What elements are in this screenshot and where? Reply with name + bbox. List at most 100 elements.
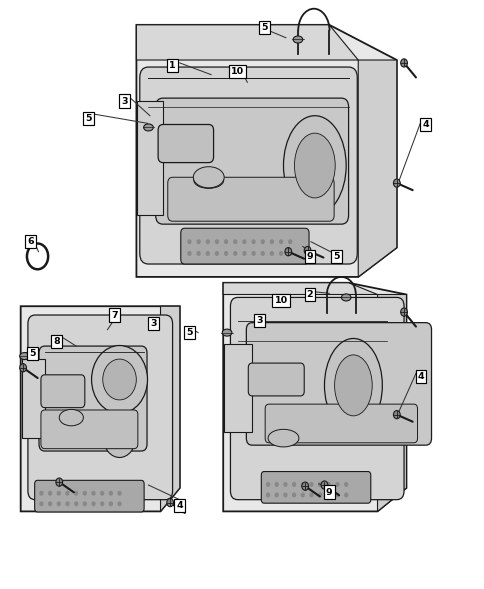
- Text: 5: 5: [333, 252, 339, 261]
- FancyBboxPatch shape: [167, 177, 333, 221]
- Circle shape: [270, 240, 273, 243]
- Circle shape: [103, 359, 136, 400]
- Circle shape: [261, 240, 264, 243]
- Text: 9: 9: [325, 488, 332, 497]
- Text: 2: 2: [306, 290, 313, 299]
- Circle shape: [48, 491, 51, 495]
- FancyBboxPatch shape: [248, 363, 303, 396]
- Circle shape: [266, 493, 269, 497]
- Circle shape: [252, 252, 255, 255]
- Text: 3: 3: [150, 319, 156, 328]
- Circle shape: [284, 482, 286, 486]
- Circle shape: [104, 419, 135, 458]
- Circle shape: [266, 482, 269, 486]
- Polygon shape: [377, 294, 406, 511]
- Circle shape: [233, 240, 236, 243]
- Ellipse shape: [194, 172, 223, 188]
- FancyBboxPatch shape: [34, 481, 144, 512]
- Circle shape: [56, 478, 62, 486]
- Circle shape: [301, 482, 303, 486]
- Polygon shape: [137, 101, 163, 216]
- Text: 4: 4: [176, 501, 183, 510]
- Text: 5: 5: [186, 328, 192, 337]
- FancyBboxPatch shape: [28, 315, 172, 499]
- Polygon shape: [21, 306, 180, 511]
- Circle shape: [91, 346, 147, 413]
- Ellipse shape: [20, 353, 30, 359]
- Circle shape: [335, 482, 338, 486]
- Circle shape: [279, 240, 282, 243]
- FancyBboxPatch shape: [139, 67, 357, 264]
- Circle shape: [252, 240, 255, 243]
- Text: 6: 6: [27, 237, 33, 246]
- Circle shape: [393, 179, 399, 187]
- Ellipse shape: [268, 429, 298, 447]
- Circle shape: [320, 481, 327, 489]
- Circle shape: [206, 240, 209, 243]
- Circle shape: [206, 252, 209, 255]
- Circle shape: [242, 252, 245, 255]
- Ellipse shape: [59, 409, 83, 426]
- Polygon shape: [136, 25, 358, 60]
- Circle shape: [48, 502, 51, 505]
- Circle shape: [318, 493, 321, 497]
- Text: 3: 3: [256, 316, 262, 325]
- Circle shape: [301, 482, 308, 490]
- Polygon shape: [224, 345, 252, 432]
- FancyBboxPatch shape: [39, 346, 147, 451]
- FancyBboxPatch shape: [41, 375, 85, 408]
- Circle shape: [83, 491, 86, 495]
- Circle shape: [284, 493, 286, 497]
- FancyBboxPatch shape: [158, 124, 213, 163]
- Ellipse shape: [294, 133, 334, 198]
- Circle shape: [83, 502, 86, 505]
- Text: 9: 9: [306, 252, 313, 261]
- Text: 1: 1: [169, 61, 176, 70]
- Circle shape: [188, 252, 191, 255]
- Text: 5: 5: [85, 114, 91, 123]
- Circle shape: [275, 493, 278, 497]
- Ellipse shape: [334, 355, 371, 416]
- Text: 7: 7: [111, 310, 118, 319]
- Text: 10: 10: [274, 296, 287, 305]
- Circle shape: [197, 240, 200, 243]
- Circle shape: [344, 482, 347, 486]
- Circle shape: [288, 240, 291, 243]
- FancyBboxPatch shape: [230, 297, 403, 499]
- Ellipse shape: [283, 115, 346, 216]
- Circle shape: [57, 491, 60, 495]
- Circle shape: [335, 493, 338, 497]
- FancyBboxPatch shape: [181, 229, 308, 264]
- Circle shape: [275, 482, 278, 486]
- Circle shape: [40, 502, 43, 505]
- FancyBboxPatch shape: [155, 98, 348, 224]
- Circle shape: [75, 502, 77, 505]
- Text: 5: 5: [260, 24, 267, 32]
- Polygon shape: [160, 306, 180, 511]
- Circle shape: [215, 240, 218, 243]
- Circle shape: [109, 502, 112, 505]
- Ellipse shape: [222, 329, 231, 336]
- Ellipse shape: [292, 36, 302, 43]
- Text: 4: 4: [422, 120, 428, 129]
- Circle shape: [400, 308, 407, 316]
- Text: 10: 10: [231, 67, 244, 76]
- Ellipse shape: [324, 339, 381, 432]
- Circle shape: [66, 502, 69, 505]
- Circle shape: [303, 246, 310, 254]
- Circle shape: [118, 491, 121, 495]
- FancyBboxPatch shape: [261, 472, 370, 503]
- Circle shape: [261, 252, 264, 255]
- Circle shape: [188, 240, 191, 243]
- Circle shape: [344, 493, 347, 497]
- Polygon shape: [223, 283, 406, 511]
- Circle shape: [327, 493, 330, 497]
- Ellipse shape: [143, 124, 153, 131]
- Text: 8: 8: [53, 337, 60, 346]
- Circle shape: [242, 240, 245, 243]
- Circle shape: [288, 252, 291, 255]
- Circle shape: [101, 491, 104, 495]
- Circle shape: [215, 252, 218, 255]
- Circle shape: [233, 252, 236, 255]
- Circle shape: [327, 482, 330, 486]
